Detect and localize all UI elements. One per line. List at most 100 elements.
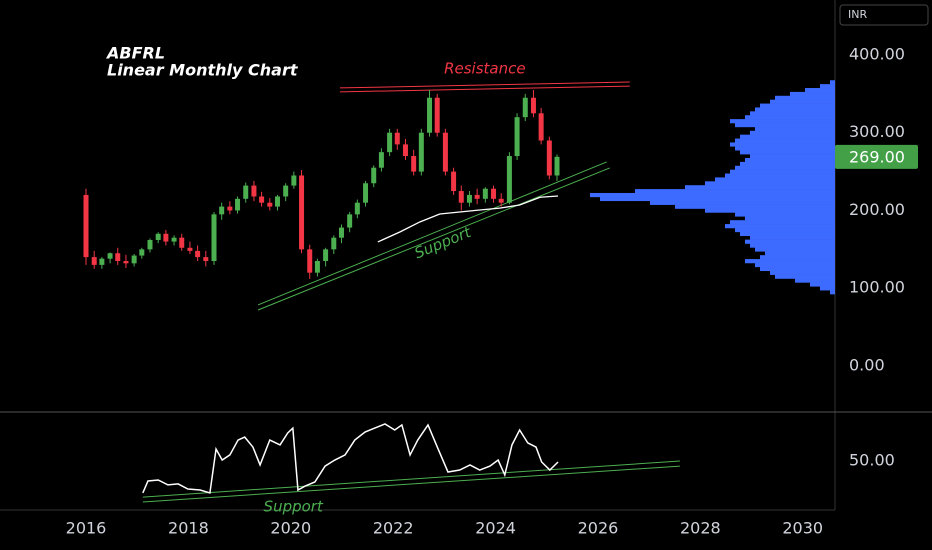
candle-body [378,152,384,168]
volume-profile-bar [760,255,835,260]
candle-body [163,233,169,242]
candle-body [155,233,161,241]
volume-profile-bar [810,282,835,287]
candle-body [99,258,105,265]
y-tick-label: 400.00 [849,44,905,63]
candle-body [530,97,536,114]
volume-profile-bar [750,235,835,240]
volume-profile-bar [745,216,835,221]
chart-subtitle: Linear Monthly Chart [107,61,299,80]
candle-body [187,247,193,251]
volume-profile-bar [705,208,835,213]
candle-body [243,185,249,199]
candle-body [307,249,313,273]
candle-body [427,97,433,133]
candle-body [546,140,552,176]
candle-body [235,198,241,211]
candle-body [219,206,225,215]
volume-profile-bar [820,84,835,89]
candle-body [434,97,440,133]
volume-profile-bar [600,196,835,202]
candle-body [314,261,320,273]
trendline [142,460,680,498]
volume-profile-bar [755,247,835,252]
volume-profile-bar [770,270,835,275]
candle-body [179,237,185,248]
volume-profile-bar [795,278,835,283]
volume-profile-bar [590,192,835,198]
candle-body [338,227,344,238]
x-tick-label: 2026 [578,519,619,538]
trendline [142,465,680,503]
x-tick-label: 2030 [782,519,823,538]
volume-profile-bar [820,286,835,291]
candle-body [482,188,488,199]
volume-profile-bar [740,134,835,139]
candle-body [451,171,457,192]
candle-body [131,255,137,264]
candle-body [299,175,305,250]
candle-body [147,240,153,250]
volume-profile-bar [750,130,835,135]
volume-profile-bar [760,266,835,272]
volume-profile-bar [735,138,835,143]
candle-body [458,191,464,203]
volume-profile-bar [715,177,835,182]
candle-body [227,206,233,211]
candle-body [115,253,121,262]
volume-profile-bar [730,169,835,174]
candle-body [522,97,528,118]
volume-profile-bar [760,103,835,108]
candle-body [203,257,209,262]
candle-body [506,156,512,203]
volume-profile-bar [650,200,835,205]
currency: INR [848,8,867,21]
last-price-box [835,144,918,169]
volume-profile-bar [745,115,835,120]
x-tick-label: 2018 [168,519,209,538]
volume-profile-bar [675,204,835,209]
volume-profile-bar [740,161,835,167]
volume-profile-bar [750,154,835,159]
volume-profile-bar [730,119,835,124]
volume-profile-bar [730,220,835,225]
candle-body [491,188,497,199]
candle-body [195,250,201,258]
volume-profile-bar [705,181,835,186]
candle-body [283,185,289,197]
volume-profile-bar [725,173,835,178]
candle-body [554,156,560,176]
candle-body [371,167,377,184]
volume-profile-bar [755,107,835,112]
candle-body [91,257,97,265]
moving-average [377,195,559,243]
candle-body [411,156,417,172]
volume-profile-bar [735,123,835,128]
volume-profile-bar [775,274,835,279]
y-tick-label: 100.00 [849,278,905,297]
trendline [257,161,607,306]
candle-body [498,198,504,203]
candle-body [123,261,129,264]
volume-profile-bar [735,146,835,151]
candle-body [171,237,177,242]
y-tick-label: 300.00 [849,122,905,141]
volume-profile-bar [830,80,835,85]
volume-profile-bar [725,224,835,229]
volume-profile-bar [685,185,835,190]
candle-body [83,194,89,258]
volume-profile-bar [735,227,835,233]
volume-profile-bar [730,142,835,147]
candle-body [139,249,145,256]
candle-body [538,113,544,141]
currency-box[interactable] [839,4,929,26]
x-tick-label: 2028 [680,519,721,538]
volume-profile-bar [805,88,835,93]
candle-body [418,132,424,172]
volume-profile-bar [740,150,835,155]
indicator-line [142,423,559,494]
volume-profile-bar [755,126,835,132]
x-tick-label: 2024 [475,519,516,538]
trendline-label: Resistance [444,59,526,77]
